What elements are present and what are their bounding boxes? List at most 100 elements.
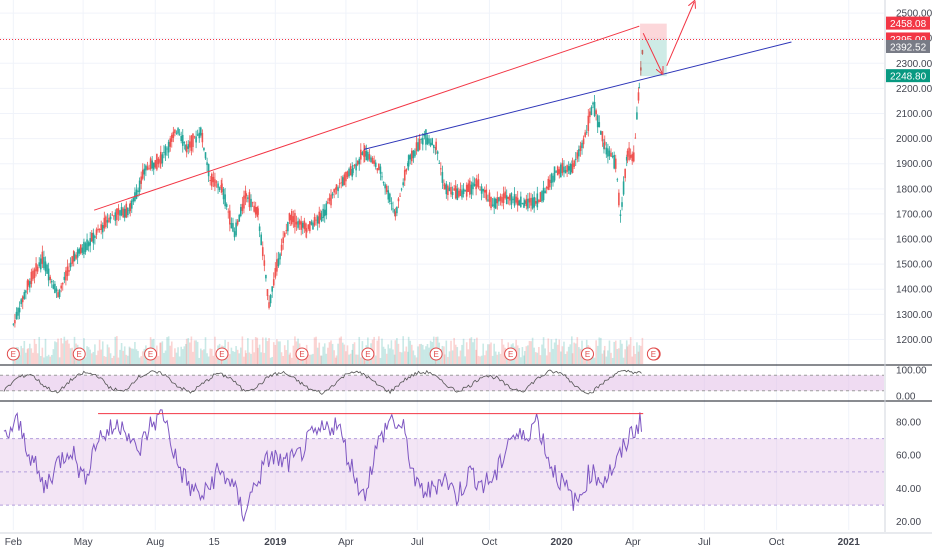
candle-body (605, 147, 608, 155)
candle-body (523, 202, 525, 208)
volume-bar (274, 344, 277, 364)
candle-body (23, 292, 26, 299)
candle-body (274, 268, 277, 278)
volume-bar (159, 342, 161, 364)
candle-body (135, 189, 138, 199)
volume-bar (595, 340, 597, 364)
candle-body (283, 232, 286, 237)
indicator-lines[interactable] (3, 369, 644, 522)
volume-bar (164, 350, 167, 364)
candle-body (421, 137, 424, 145)
volume-bar (87, 347, 90, 364)
volume-bar (420, 343, 423, 364)
volume-bar (209, 348, 212, 364)
arrow-up[interactable] (666, 2, 694, 67)
candle-body (384, 184, 386, 189)
stochastic-tick-label: 0.00 (896, 392, 916, 403)
candle-body (83, 241, 85, 255)
candle-body (315, 219, 317, 221)
candle-body (640, 67, 642, 71)
earnings-marker[interactable] (581, 347, 595, 361)
candle-body (447, 185, 449, 195)
candle-body (488, 192, 491, 202)
candle-body (316, 216, 319, 224)
volume-bar (447, 356, 449, 364)
volume-bar (120, 343, 123, 364)
earnings-marker[interactable] (6, 347, 20, 361)
time-axis[interactable]: Feb May Aug 15 2019 Apr Jul Oct 2020 Apr Jul Oct 202… (5, 537, 861, 548)
volume-bar (138, 357, 141, 364)
price-tick-label: 1200.00 (896, 335, 932, 346)
volume-bar (180, 346, 182, 364)
blue-trendline[interactable] (363, 41, 792, 150)
volume-bar (450, 340, 452, 364)
volume-bar (469, 338, 471, 364)
candle-body (428, 138, 430, 144)
volume-bar (54, 341, 56, 364)
candlestick-series[interactable] (12, 49, 644, 328)
volume-bar (613, 341, 615, 364)
volume-bar (403, 351, 406, 364)
pane-separators[interactable] (0, 0, 932, 534)
stochastic-line[interactable] (3, 369, 642, 395)
time-tick-label: Jul (698, 537, 711, 548)
volume-bar (271, 356, 273, 364)
earnings-marker[interactable] (295, 347, 309, 361)
candle-body (429, 142, 432, 146)
earnings-marker[interactable] (646, 347, 660, 361)
volume-bar (477, 355, 480, 364)
earnings-marker[interactable] (144, 347, 158, 361)
candle-body (576, 152, 579, 159)
earnings-marker[interactable] (361, 347, 375, 361)
volume-bar (125, 354, 128, 364)
rsi-line[interactable] (3, 409, 642, 522)
candle-body (166, 148, 168, 150)
red-trendline[interactable] (93, 25, 640, 211)
volume-bar (263, 352, 266, 364)
candle-body (487, 199, 489, 201)
candle-body (217, 183, 219, 188)
volume-bar (108, 347, 110, 364)
volume-bar (266, 341, 269, 364)
candle-body (30, 271, 33, 285)
drawings[interactable] (0, 2, 884, 211)
volume-bar (163, 352, 165, 364)
price-tick-label: 1400.00 (896, 285, 932, 296)
time-tick-label: 2019 (264, 537, 287, 548)
earnings-marker[interactable] (429, 347, 443, 361)
candle-body (531, 197, 534, 209)
earnings-marker[interactable] (72, 347, 86, 361)
volume-bar (454, 344, 457, 364)
volume-bar (352, 343, 354, 364)
position-target-zone[interactable] (640, 39, 667, 77)
earnings-markers[interactable]: EEEEEEEEEEE (6, 347, 661, 361)
candle-body (461, 190, 463, 198)
volume-bar (135, 349, 138, 364)
candle-body (305, 229, 308, 233)
candle-body (634, 137, 637, 139)
candle-body (516, 197, 519, 206)
candle-body (260, 234, 262, 246)
candle-body (510, 193, 513, 205)
earnings-marker[interactable] (215, 347, 229, 361)
volume-bar (545, 355, 548, 364)
candle-body (426, 137, 429, 145)
earnings-marker[interactable] (504, 347, 518, 361)
volume-bar (415, 357, 418, 364)
candle-body (490, 196, 492, 209)
volume-bar (637, 351, 640, 364)
volume-bar (277, 341, 280, 364)
candle-body (435, 141, 437, 150)
volume-bar (351, 349, 353, 364)
stochastic-band-fill (0, 375, 884, 391)
candle-body (170, 134, 173, 142)
candle-body (464, 190, 466, 192)
volume-bar (177, 347, 179, 364)
arrow-down[interactable] (642, 32, 662, 73)
volume-bar (169, 345, 172, 364)
volume-bar (389, 348, 391, 364)
candle-body (619, 214, 622, 217)
position-stop-zone[interactable] (640, 23, 667, 40)
